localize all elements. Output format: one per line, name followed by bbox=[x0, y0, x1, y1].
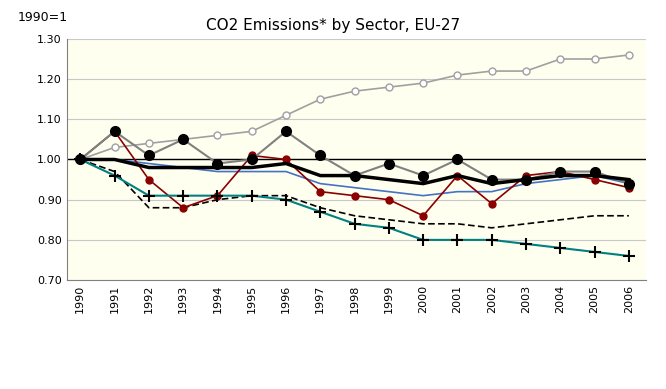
Text: CO2 Emissions* by Sector, EU-27: CO2 Emissions* by Sector, EU-27 bbox=[206, 18, 460, 33]
Text: 1990=1: 1990=1 bbox=[17, 11, 67, 25]
